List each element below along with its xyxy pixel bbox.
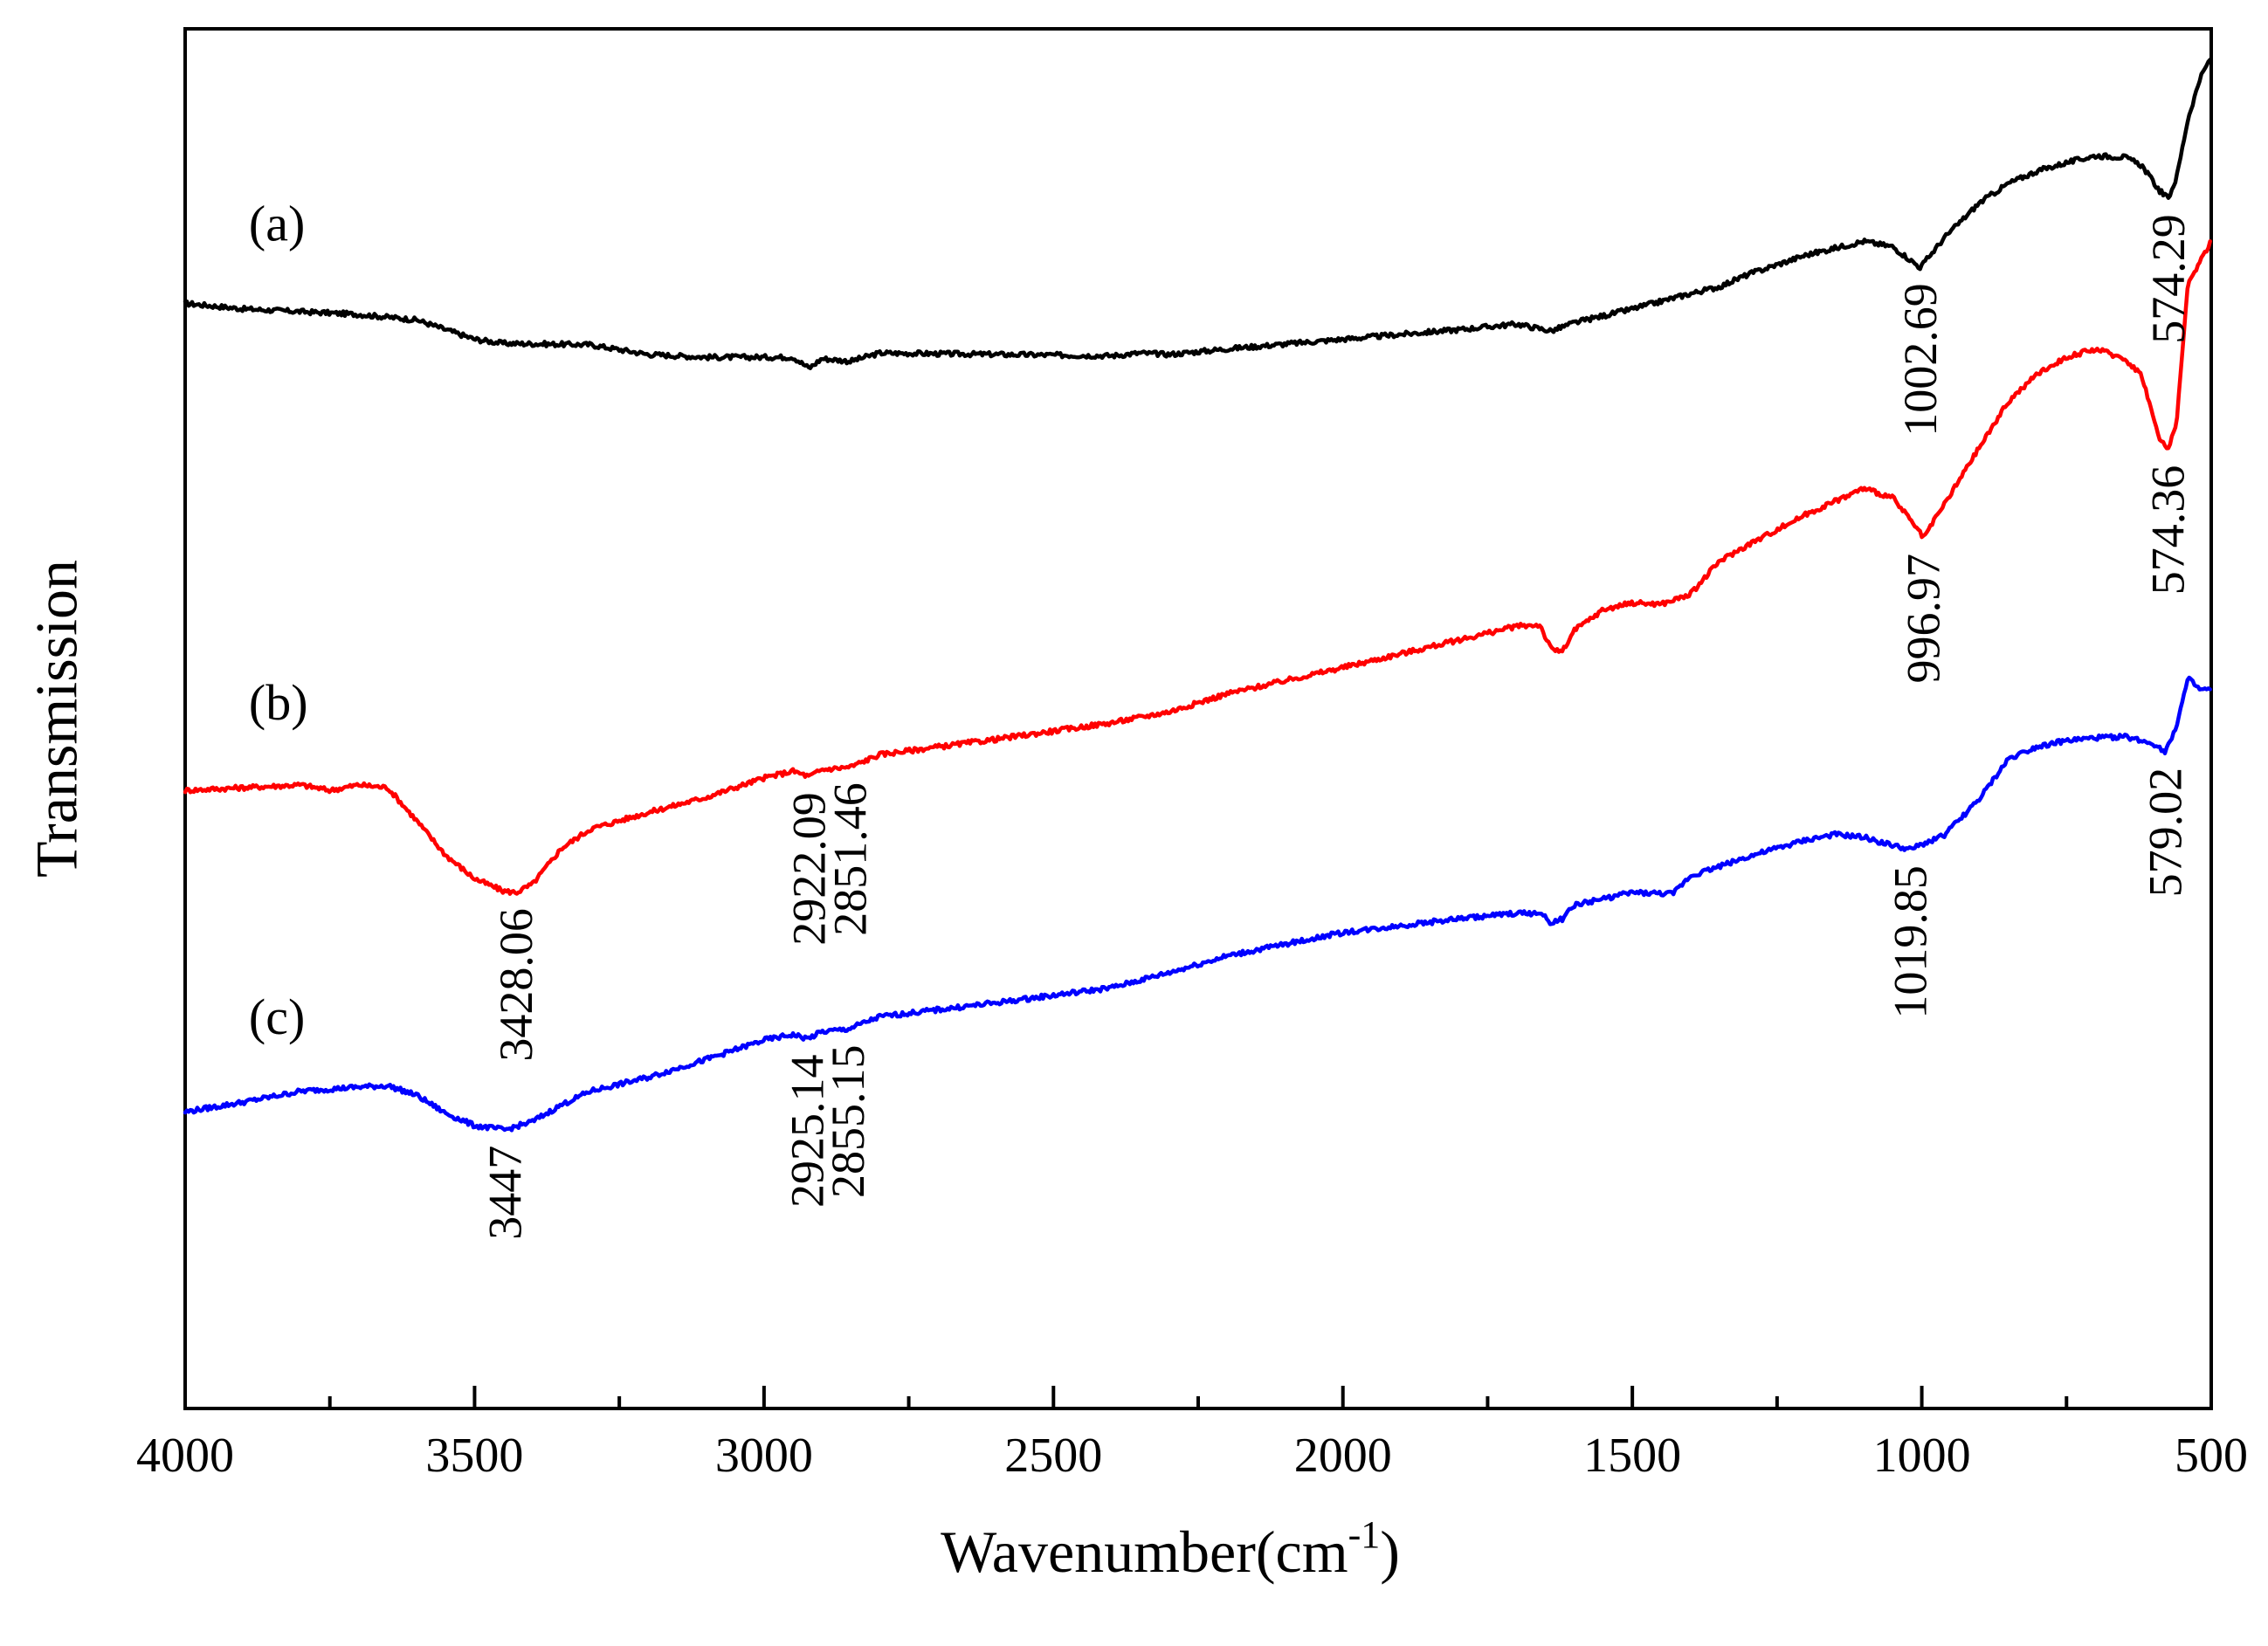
- peak-label-4: 2851.46: [824, 782, 876, 936]
- peak-label-10: 1019.85: [1884, 865, 1936, 1019]
- peak-label-1: 1002.69: [1894, 283, 1947, 437]
- peak-label-5: 996.97: [1898, 554, 1950, 684]
- peak-label-7: 3447: [479, 1146, 532, 1240]
- peak-label-6: 574.36: [2142, 465, 2195, 596]
- peak-label-0: 574.29: [2142, 214, 2195, 343]
- x-tick-label: 3500: [425, 1429, 523, 1483]
- x-axis-title-main: Wavenumber(cm: [941, 1519, 1348, 1585]
- x-axis-title-suffix: ): [1380, 1519, 1400, 1585]
- series-label-1: (b): [249, 674, 308, 731]
- series-lines: [183, 58, 2212, 1133]
- x-axis-title: Wavenumber(cm-1): [941, 1513, 1400, 1585]
- peak-label-9: 2855.15: [822, 1045, 874, 1199]
- peak-label-8: 2925.14: [782, 1055, 834, 1209]
- x-tick-label: 2500: [1004, 1429, 1102, 1483]
- series-label-2: (c): [249, 988, 305, 1045]
- series-line-1: [183, 239, 2212, 896]
- x-axis-title-superscript: -1: [1348, 1513, 1381, 1556]
- y-axis-title: Transmission: [24, 560, 90, 878]
- peak-label-2: 3428.06: [490, 908, 542, 1062]
- x-tick-label: 2000: [1294, 1429, 1392, 1483]
- x-tick-label: 1500: [1583, 1429, 1681, 1483]
- x-tick-label: 4000: [136, 1429, 234, 1483]
- peak-label-11: 579.02: [2140, 768, 2192, 898]
- x-tick-label: 3000: [715, 1429, 813, 1483]
- series-line-0: [183, 58, 2212, 370]
- peak-label-3: 2922.09: [783, 792, 836, 946]
- x-tick-label: 1000: [1873, 1429, 1971, 1483]
- x-tick-label: 500: [2175, 1429, 2248, 1483]
- series-line-2: [183, 675, 2212, 1133]
- series-labels: (a) (b) (c): [249, 196, 308, 1046]
- x-axis-ticks: 4000 3500 3000 2500 2000 1500 1000 500: [136, 1386, 2248, 1483]
- series-label-0: (a): [249, 196, 305, 252]
